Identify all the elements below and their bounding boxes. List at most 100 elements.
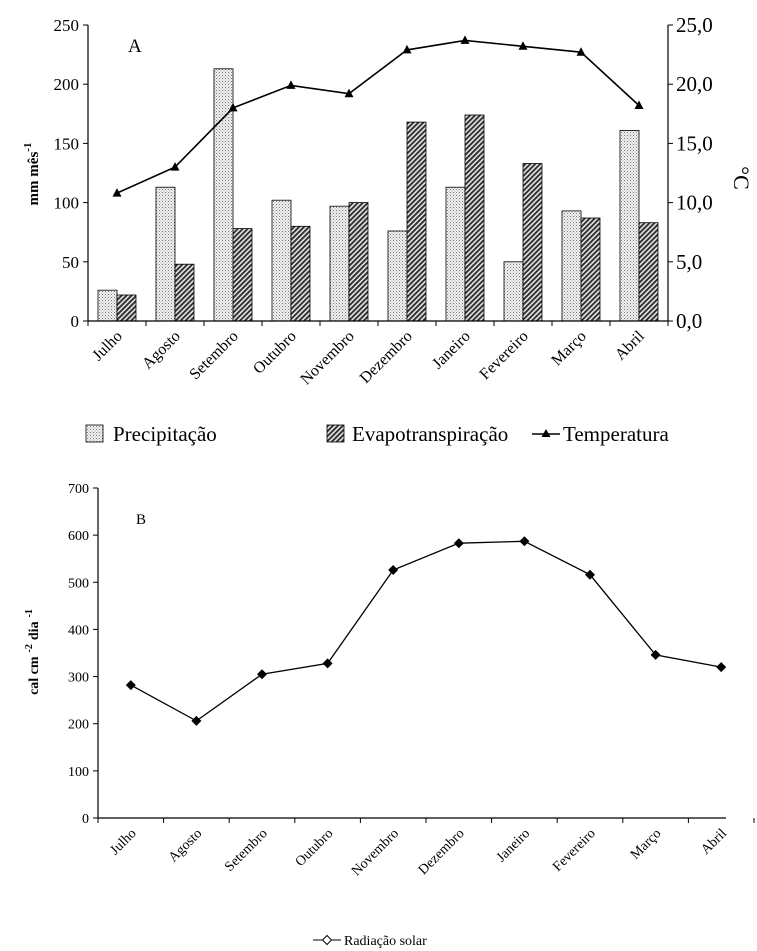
legend-evapotranspiracao-swatch (326, 424, 345, 443)
panel-b-x-tick-label-marco: Março (628, 826, 664, 862)
panel-a-y2-axis-label: °C (729, 166, 754, 189)
bar-evapotranspiracao-setembro (232, 228, 253, 322)
bar-evapotranspiracao-novembro (348, 202, 369, 322)
panel-a-y-tick-label: 0 (71, 312, 80, 331)
point-temperatura-agosto (170, 162, 180, 171)
legend-evapotranspiracao-label: Evapotranspiração (352, 422, 508, 446)
panel-b-axes: 0 100 200 300 400 500 600 700 (68, 482, 755, 827)
point-temperatura-marco (576, 47, 586, 56)
point-radiacao-solar-janeiro (519, 536, 530, 547)
bar-evapotranspiracao-julho (116, 294, 137, 322)
panel-a-y-tick-label: 150 (54, 134, 80, 153)
panel-a-temperature-line (112, 35, 644, 197)
panel-b-y-tick-label: 100 (68, 765, 89, 780)
panel-a-x-tick-label-abril: Abril (612, 327, 648, 363)
panel-a-axes: 0 50 100 150 200 250 0,0 5,0 10,0 15,0 20,0 25,0 (54, 13, 713, 333)
point-radiacao-solar-dezembro (453, 538, 464, 549)
point-radiacao-solar-novembro (388, 565, 399, 575)
point-radiacao-solar-marco (650, 649, 661, 660)
point-radiacao-solar-julho (125, 680, 136, 691)
chart-panel-a: A 0501001502002500,05,010,015,020,025,0 … (22, 13, 754, 446)
panel-b-radiation-line (125, 536, 727, 726)
panel-a-y-axis-label-exponent: -1 (22, 143, 34, 152)
panel-b-y-tick-label: 700 (68, 482, 89, 497)
point-radiacao-solar-outubro (322, 658, 333, 669)
bar-evapotranspiracao-janeiro (464, 114, 485, 322)
panel-a-label: A (128, 36, 142, 57)
panel-b-y-axis-label-part1: cal cm (27, 656, 42, 695)
bar-precipitacao-janeiro (445, 186, 466, 322)
point-radiacao-solar-agosto (191, 715, 202, 726)
panel-a-x-tick-label-setembro: Setembro (186, 328, 241, 383)
panel-b-y-axis-label: cal cm -2 dia -1 (24, 609, 42, 695)
point-temperatura-dezembro (402, 44, 412, 54)
panel-a-bars (97, 68, 659, 322)
bar-evapotranspiracao-outubro (290, 225, 311, 322)
panel-a-y-axis-label-text: mm mês (26, 152, 42, 206)
bar-evapotranspiracao-marco (580, 217, 601, 322)
legend-precipitacao-swatch (85, 424, 104, 443)
panel-b-x-tick-label-dezembro: Dezembro (416, 826, 468, 878)
bar-precipitacao-marco (561, 210, 582, 322)
panel-b-x-tick-label-julho: Julho (108, 826, 140, 858)
panel-b-y-tick-label: 0 (82, 812, 89, 827)
bar-precipitacao-dezembro (387, 230, 408, 322)
bar-precipitacao-agosto (155, 186, 176, 322)
bar-precipitacao-novembro (329, 205, 350, 322)
panel-a-y2-tick-label: 0,0 (676, 309, 702, 333)
panel-b-x-tick-label-janeiro: Janeiro (494, 826, 533, 865)
bar-precipitacao-setembro (213, 68, 234, 322)
panel-b-x-tick-label-agosto: Agosto (166, 826, 205, 865)
panel-b-x-tick-label-outubro: Outubro (293, 826, 337, 870)
series-radiacao-solar-line (130, 540, 722, 722)
legend-radiacao-marker (321, 934, 333, 946)
panel-a-x-tick-label-julho: Julho (89, 328, 126, 365)
bar-precipitacao-fevereiro (503, 261, 524, 322)
point-temperatura-outubro (286, 80, 296, 89)
legend-radiacao-label: Radiação solar (344, 934, 427, 949)
panel-b-y-axis-label-sup2: -1 (24, 609, 35, 617)
bar-evapotranspiracao-fevereiro (522, 163, 543, 322)
panel-b-x-tick-label-novembro: Novembro (349, 826, 402, 879)
panel-b-legend: Radiação solar (313, 934, 427, 949)
point-temperatura-fevereiro (518, 41, 528, 50)
panel-b-label: B (136, 512, 146, 528)
bar-precipitacao-outubro (271, 199, 292, 322)
panel-b-y-tick-label: 300 (68, 671, 89, 686)
panel-b-x-tick-label-setembro: Setembro (222, 826, 271, 875)
panel-a-y-tick-label: 250 (54, 16, 80, 35)
panel-a-y-tick-label: 200 (54, 75, 80, 94)
panel-b-y-axis-label-sup1: -2 (24, 644, 35, 652)
point-temperatura-janeiro (460, 35, 470, 44)
panel-b-y-axis-label-part2: dia (27, 621, 42, 640)
bar-evapotranspiracao-agosto (174, 263, 195, 322)
panel-a-x-tick-label-fevereiro: Fevereiro (476, 328, 531, 383)
panel-b-y-tick-label: 600 (68, 529, 89, 544)
panel-a-legend: Precipitação Evapotranspiração Temperatu… (85, 422, 669, 446)
bar-precipitacao-julho (97, 289, 118, 322)
panel-a-y-tick-label: 100 (54, 194, 80, 213)
point-temperatura-novembro (344, 88, 354, 98)
panel-a-x-tick-label-novembro: Novembro (297, 328, 357, 388)
panel-a-y2-tick-label: 20,0 (676, 72, 713, 96)
panel-a-y2-tick-label: 25,0 (676, 13, 713, 37)
point-temperatura-setembro (228, 102, 238, 112)
series-temperatura-line (116, 39, 640, 194)
panel-b-x-tick-label-fevereiro: Fevereiro (550, 826, 599, 875)
panel-a-y-axis-label: mm mês-1 (22, 143, 42, 206)
bar-precipitacao-abril (619, 129, 640, 322)
panel-a-y2-tick-label: 10,0 (676, 191, 713, 215)
chart-panel-b: B 0 100 200 300 400 500 600 700 Julho Agosto Sete… (24, 482, 755, 949)
bar-evapotranspiracao-abril (638, 222, 659, 322)
legend-temperatura-marker (541, 429, 551, 437)
panel-a-x-tick-label-marco: Março (548, 328, 590, 370)
point-temperatura-julho (112, 188, 122, 197)
panel-a-x-tick-label-dezembro: Dezembro (357, 328, 416, 387)
panel-b-x-tick-labels: Julho Agosto Setembro Outubro Novembro Dezemb… (108, 826, 731, 879)
bar-evapotranspiracao-dezembro (406, 121, 427, 322)
panel-a-y2-tick-label: 5,0 (676, 250, 702, 274)
point-temperatura-abril (634, 100, 644, 109)
panel-b-y-tick-label: 200 (68, 718, 89, 733)
panel-a-y-tick-label: 50 (62, 253, 79, 272)
